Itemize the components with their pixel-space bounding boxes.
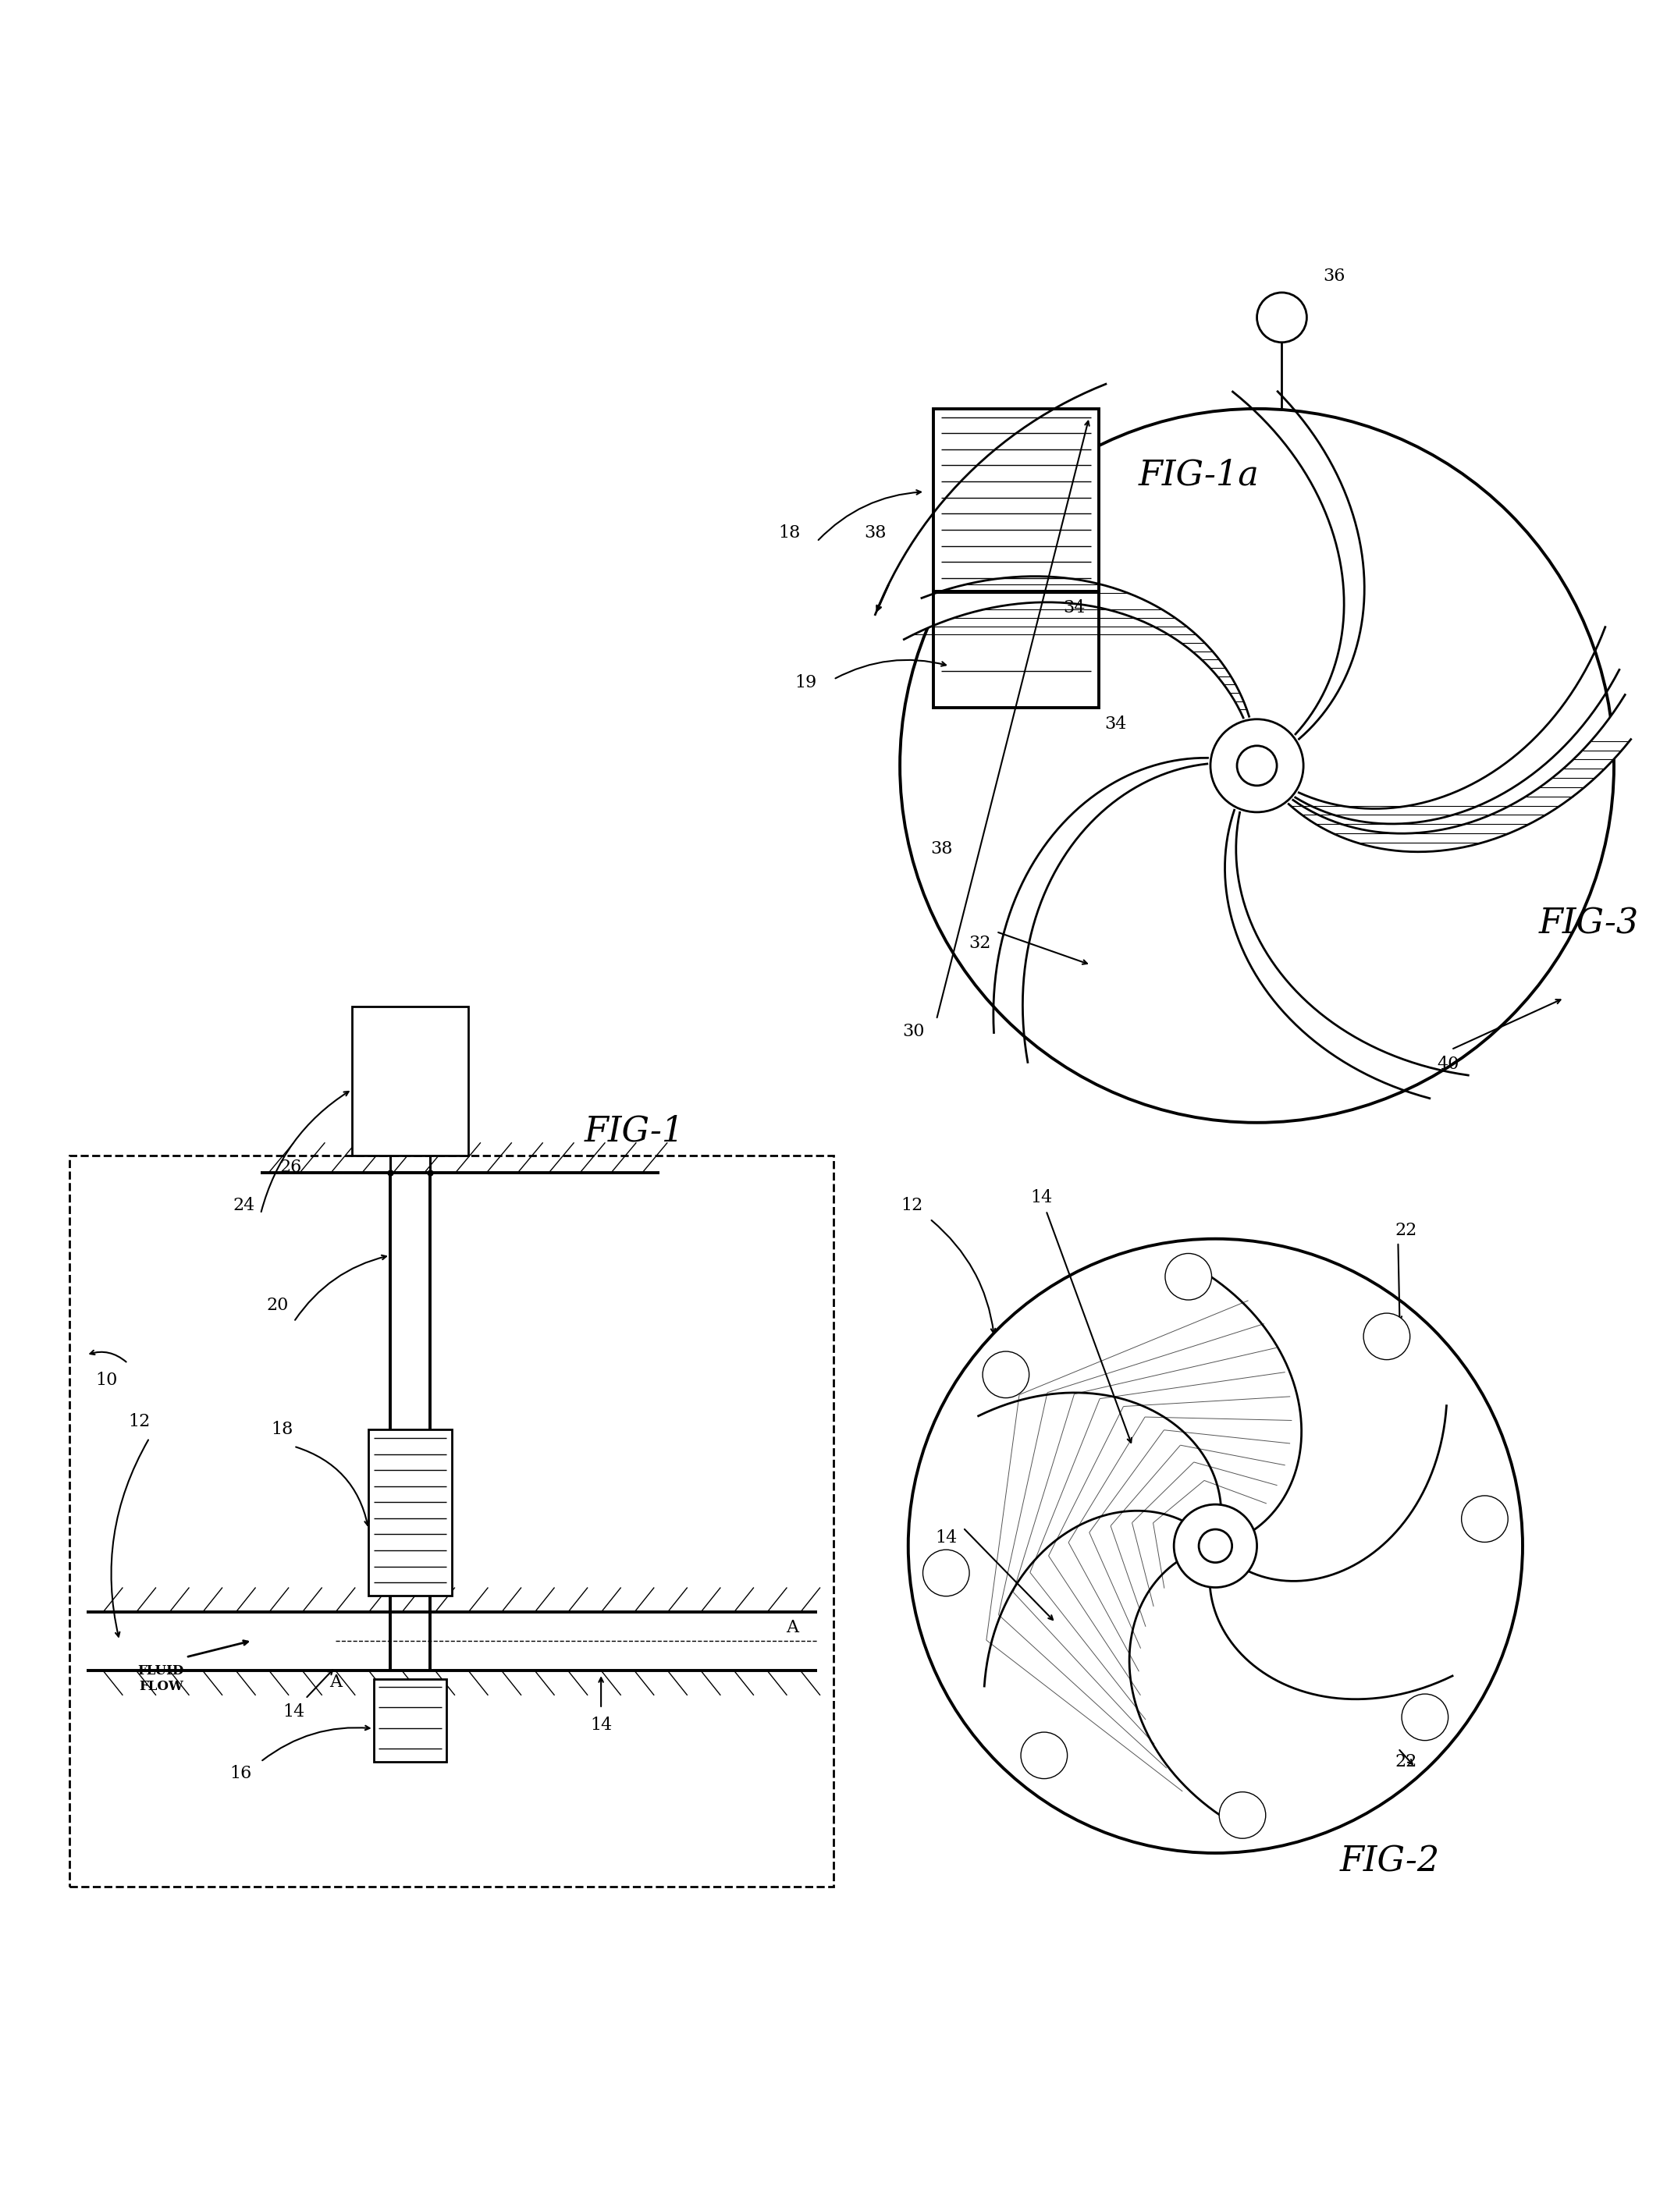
Text: 10: 10 <box>95 1371 117 1389</box>
Text: 18: 18 <box>778 524 800 542</box>
Text: FIG-1a: FIG-1a <box>1139 458 1259 491</box>
Text: 30: 30 <box>902 1022 924 1040</box>
Bar <box>70 1157 834 1887</box>
Circle shape <box>1174 1504 1257 1588</box>
Text: 34: 34 <box>1105 717 1127 732</box>
Circle shape <box>1402 1694 1449 1741</box>
Circle shape <box>1165 1254 1212 1301</box>
Text: 34: 34 <box>1064 599 1085 617</box>
Text: 22: 22 <box>1395 1221 1417 1239</box>
Text: 20: 20 <box>267 1296 288 1314</box>
Circle shape <box>1237 745 1277 785</box>
Bar <box>934 591 1099 708</box>
Bar <box>373 1679 447 1761</box>
Text: 14: 14 <box>283 1703 305 1721</box>
Circle shape <box>982 1352 1029 1398</box>
Text: 14: 14 <box>1030 1188 1052 1206</box>
Polygon shape <box>904 577 1249 717</box>
Text: FLUID
FLOW: FLUID FLOW <box>138 1663 183 1692</box>
Text: 22: 22 <box>1395 1754 1417 1770</box>
Text: FIG-3: FIG-3 <box>1539 907 1639 940</box>
Circle shape <box>1364 1314 1410 1360</box>
Circle shape <box>1199 1528 1232 1562</box>
Bar <box>352 1006 468 1157</box>
Circle shape <box>1020 1732 1067 1778</box>
Polygon shape <box>1289 695 1630 852</box>
Text: 19: 19 <box>795 675 817 692</box>
Text: 40: 40 <box>1437 1055 1459 1073</box>
Text: FIG-2: FIG-2 <box>1340 1845 1440 1878</box>
Text: 38: 38 <box>930 841 952 858</box>
Text: 26: 26 <box>280 1159 302 1177</box>
Text: A: A <box>328 1674 342 1690</box>
Text: 12: 12 <box>900 1197 922 1214</box>
Circle shape <box>924 1551 969 1597</box>
Circle shape <box>1219 1792 1265 1838</box>
Text: 14: 14 <box>935 1528 957 1546</box>
Text: 24: 24 <box>233 1197 255 1214</box>
Bar <box>368 1429 452 1595</box>
Text: 12: 12 <box>128 1413 150 1429</box>
Text: 36: 36 <box>1324 268 1345 285</box>
Text: 38: 38 <box>864 524 887 542</box>
Text: 32: 32 <box>969 936 990 951</box>
Circle shape <box>1462 1495 1509 1542</box>
Text: 16: 16 <box>230 1765 252 1783</box>
Text: 14: 14 <box>590 1717 612 1734</box>
Text: A: A <box>785 1619 798 1637</box>
Bar <box>934 409 1099 591</box>
Text: FIG-1: FIG-1 <box>583 1115 683 1148</box>
Text: 18: 18 <box>272 1420 293 1438</box>
Circle shape <box>1210 719 1304 812</box>
